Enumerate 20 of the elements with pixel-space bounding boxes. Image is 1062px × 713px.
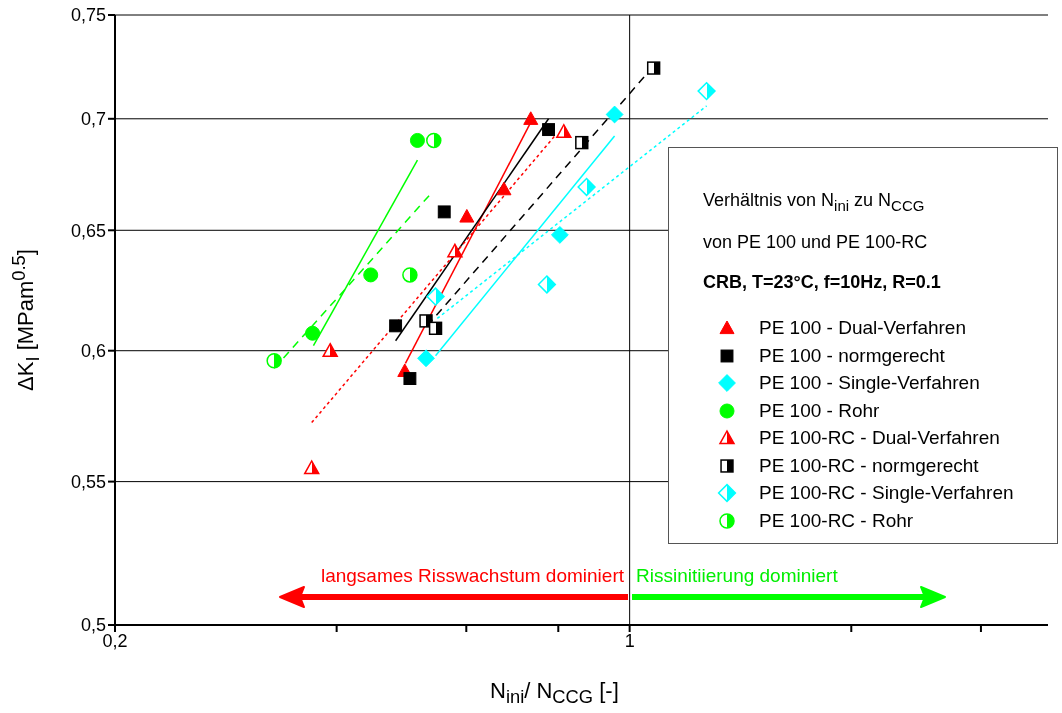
legend-label: PE 100 - Rohr — [759, 399, 880, 422]
legend-label: PE 100 - normgerecht — [759, 344, 945, 367]
legend-label: PE 100-RC - normgerecht — [759, 454, 979, 477]
legend-label: PE 100 - Single-Verfahren — [759, 372, 980, 395]
y-tick-label: 0,55 — [70, 472, 106, 492]
annotation: Rissinitiierung dominiert — [636, 565, 838, 586]
legend-label: PE 100-RC - Dual-Verfahren — [759, 427, 1000, 450]
x-tick-label: 0,2 — [102, 630, 128, 651]
legend-label: PE 100 - Dual-Verfahren — [759, 317, 967, 340]
y-tick-label: 0,75 — [70, 5, 106, 26]
annotation: langsames Risswachstum dominiert — [320, 565, 624, 586]
x-axis-title: N$_{ini}$/ N$_{CCG}$ [-] — [490, 678, 619, 708]
y-tick-label: 0,65 — [70, 220, 106, 241]
y-tick-label: 0,6 — [80, 341, 106, 362]
legend-label: PE 100-RC - Single-Verfahren — [759, 482, 1014, 505]
x-tick-label: 1 — [624, 630, 635, 651]
text: Verhältnis von N$_{ini}$ zu N$_{CCG}$ von PE 100 und PE 100-RC — [703, 190, 928, 252]
legend-label: PE 100-RC - Rohr — [759, 509, 914, 532]
y-tick-label: 0,7 — [80, 109, 106, 130]
annotation: CRB, T=23°C, f=10Hz, R=0.1 — [703, 271, 941, 292]
